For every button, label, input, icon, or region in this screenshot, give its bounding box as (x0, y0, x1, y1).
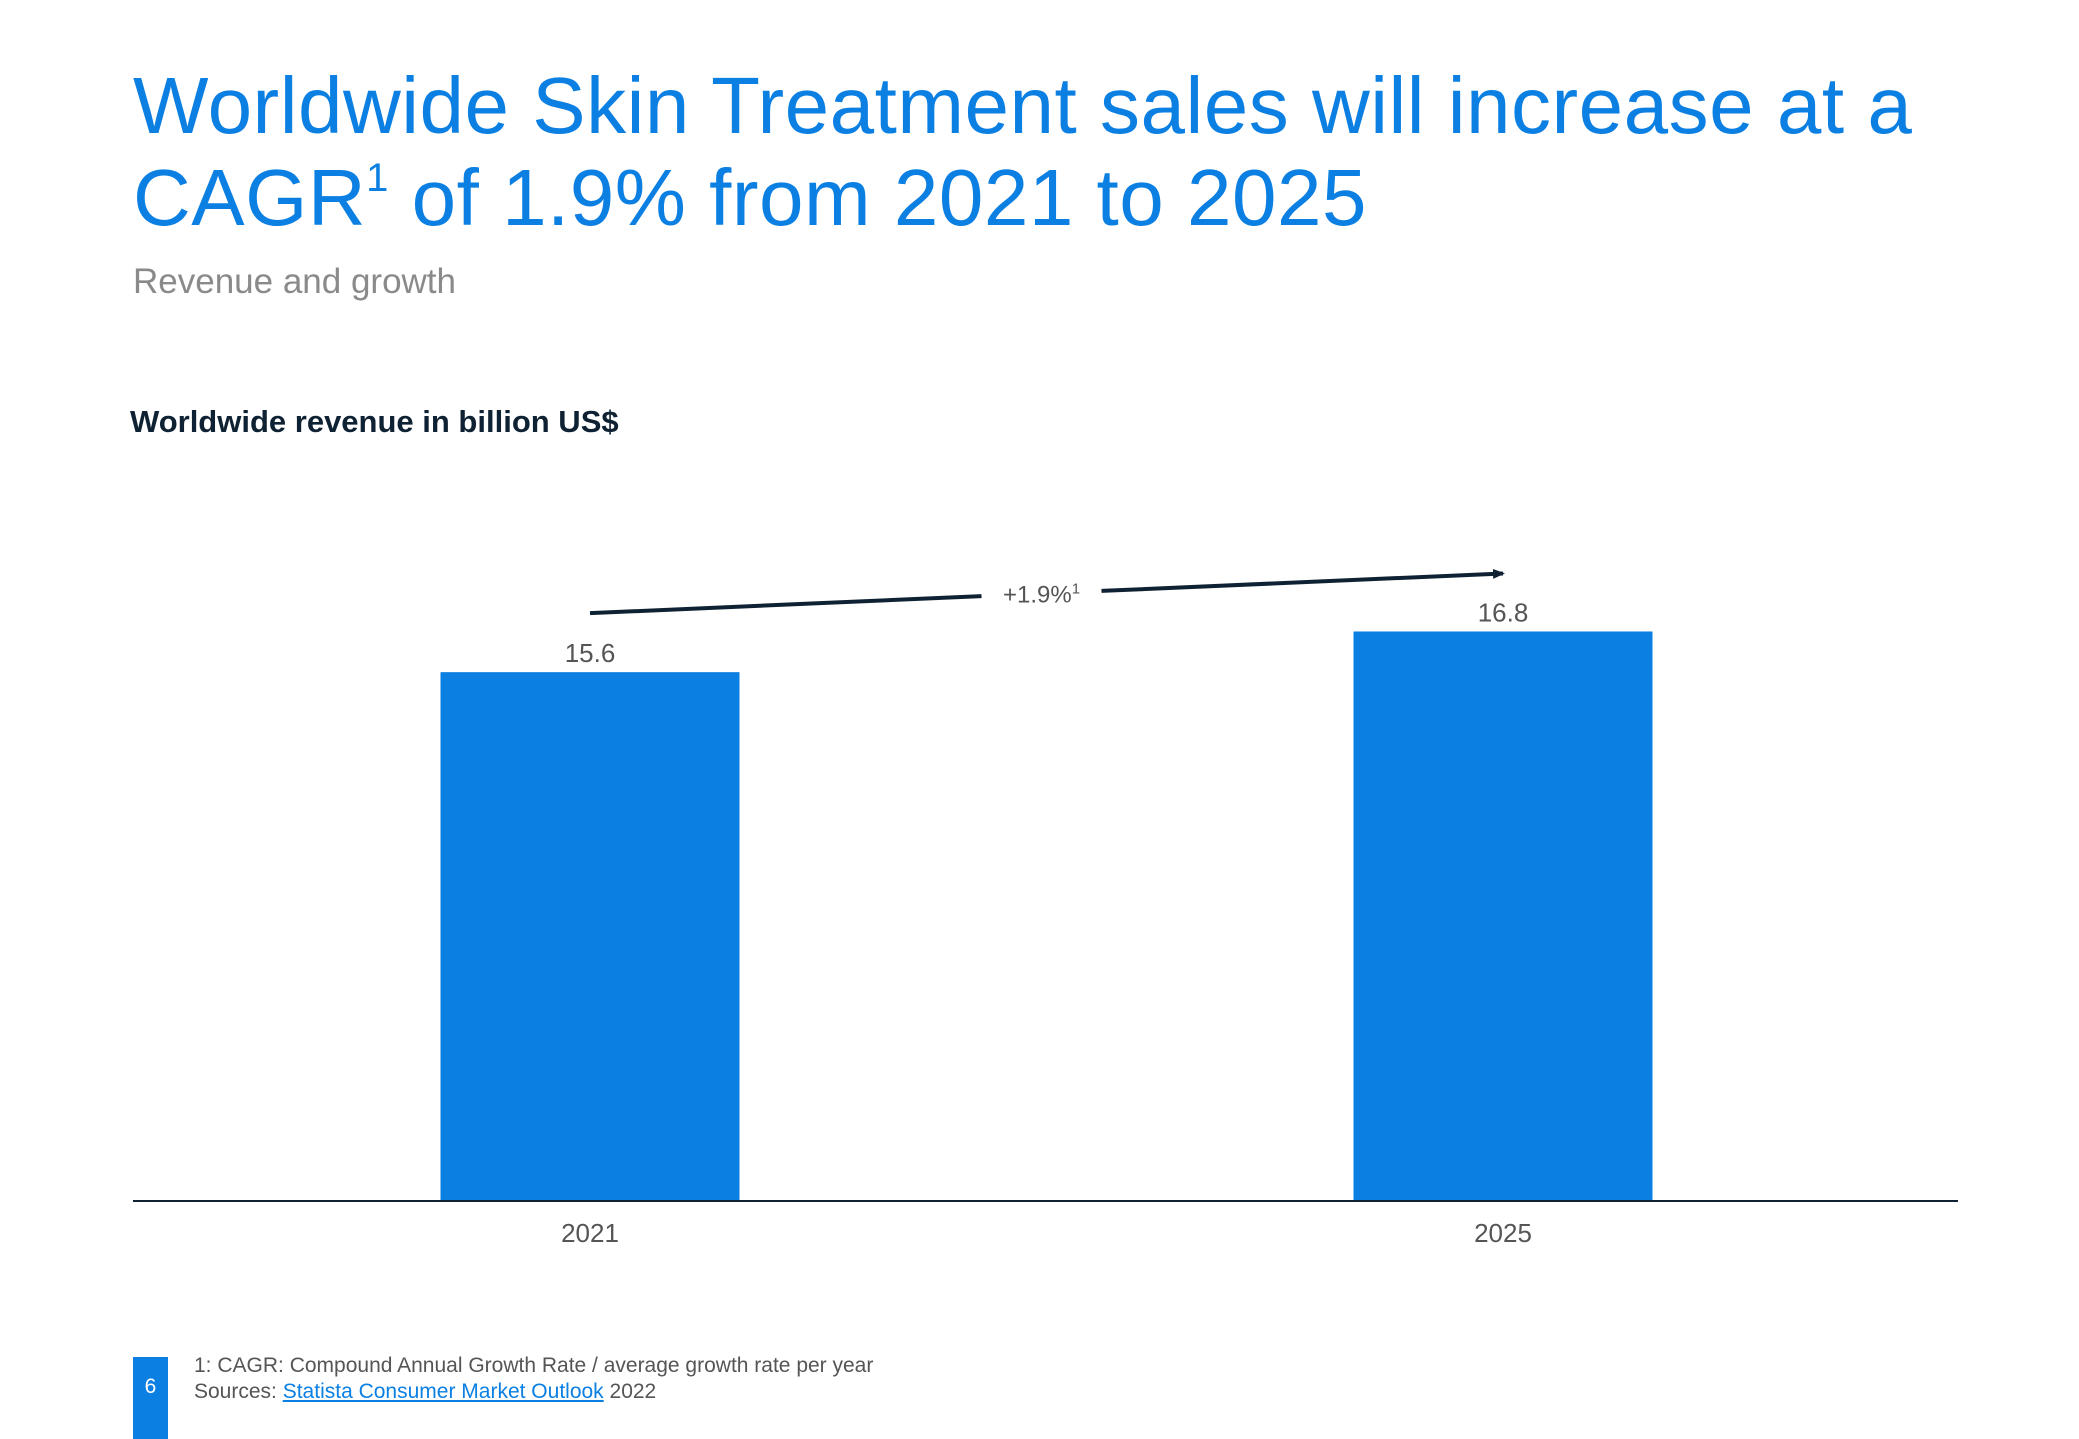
page-title: Worldwide Skin Treatment sales will incr… (133, 60, 1983, 244)
title-line-2-prefix: CAGR (133, 153, 367, 242)
data-label-2025: 16.8 (1478, 597, 1529, 627)
data-label-2021: 15.6 (565, 638, 616, 668)
title-line-1: Worldwide Skin Treatment sales will incr… (133, 61, 1913, 150)
chart-heading: Worldwide revenue in billion US$ (130, 404, 619, 439)
bar-2021 (440, 672, 740, 1201)
page-subtitle: Revenue and growth (133, 262, 456, 301)
page-number: 6 (133, 1357, 168, 1439)
sources-line: Sources: Statista Consumer Market Outloo… (194, 1379, 873, 1405)
x-tick-label-2025: 2025 (1474, 1218, 1532, 1248)
title-footnote-marker: 1 (366, 156, 389, 201)
cagr-footnote: 1: CAGR: Compound Annual Growth Rate / a… (194, 1354, 874, 1377)
revenue-bar-chart: 15.6 2021 16.8 2025 +1.9%1 (133, 568, 1958, 1248)
sources-suffix: 2022 (603, 1380, 657, 1403)
growth-arrow-tail (589, 594, 982, 616)
x-tick-label-2021: 2021 (561, 1218, 619, 1248)
growth-annotation-label: +1.9%1 (1003, 581, 1080, 609)
footnotes: 1: CAGR: Compound Annual Growth Rate / a… (194, 1353, 873, 1405)
bar-2025 (1353, 631, 1653, 1201)
sources-link[interactable]: Statista Consumer Market Outlook (282, 1380, 604, 1403)
title-line-2-suffix: of 1.9% from 2021 to 2025 (388, 153, 1367, 242)
sources-prefix: Sources: (194, 1380, 283, 1403)
growth-annotation-footnote-marker: 1 (1072, 581, 1080, 598)
growth-arrow-head (1101, 568, 1505, 593)
